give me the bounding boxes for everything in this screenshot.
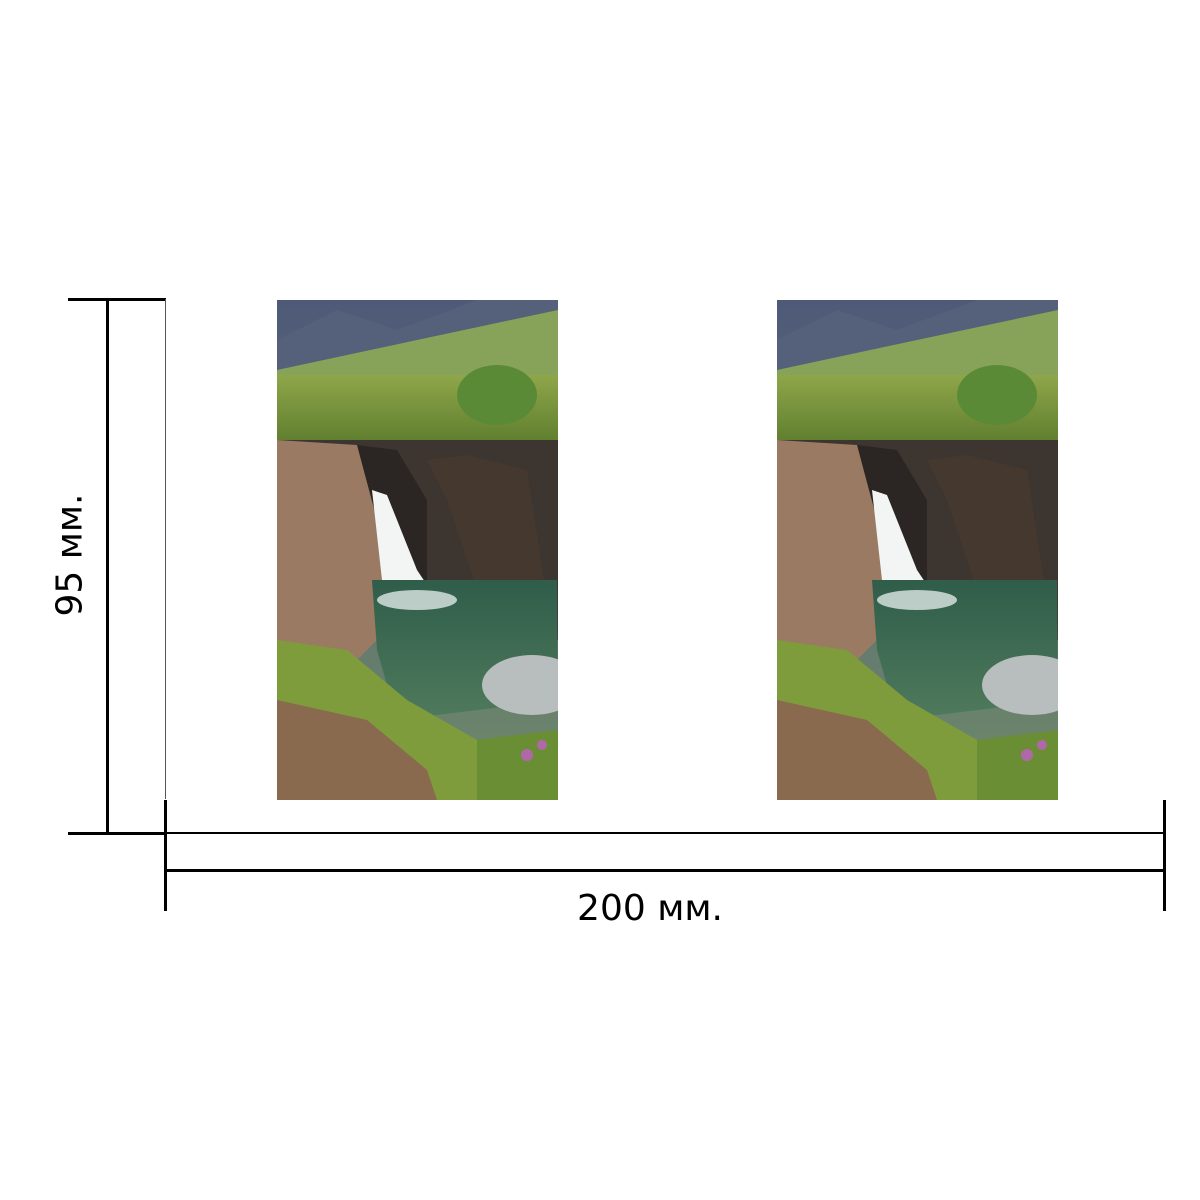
product-bottom-edge [165,832,1165,834]
width-dimension-line [165,869,1165,872]
width-label: 200 мм. [577,888,723,929]
product-photo-left [277,300,558,800]
height-label: 95 мм. [49,493,91,617]
width-extension-right [1163,800,1166,911]
height-dimension-line [106,299,109,834]
product-photo-right [777,300,1058,800]
product-left-edge [165,299,166,799]
height-extension-top [68,298,166,301]
height-extension-bottom [68,832,166,835]
width-extension-left [164,800,167,911]
